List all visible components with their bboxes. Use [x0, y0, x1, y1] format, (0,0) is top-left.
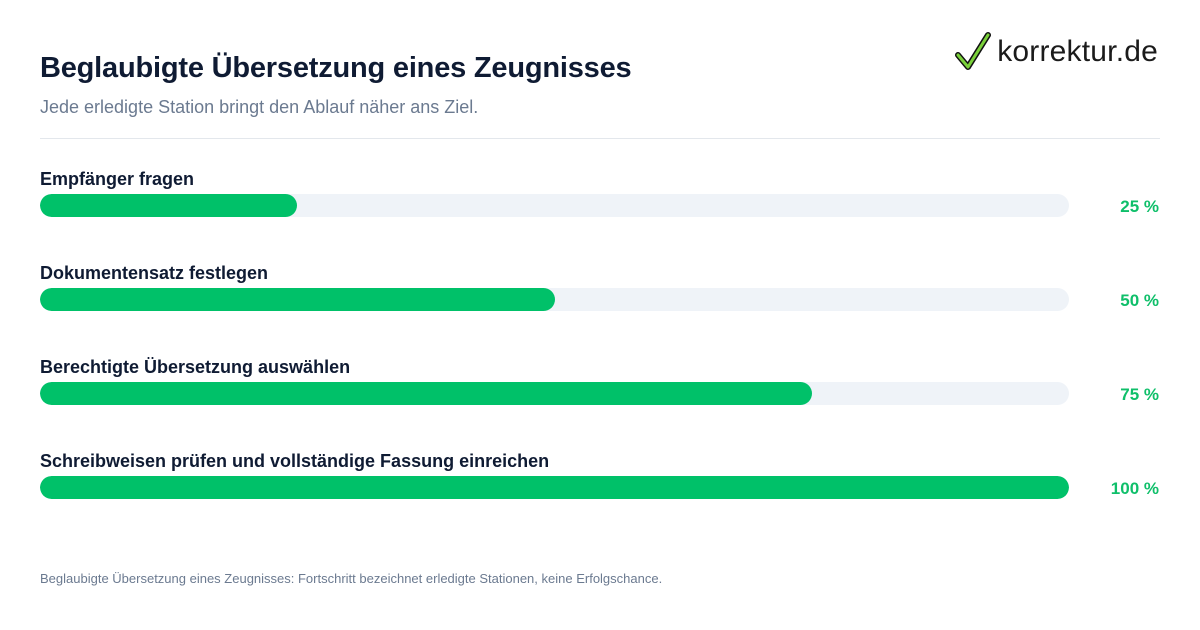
brand-name: korrektur.de — [997, 35, 1158, 68]
footnote: Beglaubigte Übersetzung eines Zeugnisses… — [40, 571, 663, 586]
progress-percent: 25 % — [1120, 197, 1159, 216]
step-list: Empfänger fragen 25 % Dokumentensatz fes… — [40, 168, 1160, 544]
progress-fill — [40, 382, 812, 405]
step-label: Schreibweisen prüfen und vollständige Fa… — [40, 451, 550, 471]
header-divider — [40, 138, 1160, 139]
step-item: Dokumentensatz festlegen 50 % — [40, 262, 1160, 356]
step-label: Berechtigte Übersetzung auswählen — [40, 357, 351, 377]
progress-fill — [40, 194, 298, 217]
step-item: Empfänger fragen 25 % — [40, 168, 1160, 262]
progress-fill — [40, 476, 1069, 499]
step-item: Berechtigte Übersetzung auswählen 75 % — [40, 356, 1160, 450]
brand-logo: korrektur.de — [955, 28, 1158, 76]
page-subtitle: Jede erledigte Station bringt den Ablauf… — [40, 97, 479, 117]
progress-track — [40, 382, 1069, 405]
progress-percent: 50 % — [1120, 291, 1159, 310]
checkmark-icon — [955, 32, 992, 70]
progress-track — [40, 476, 1069, 499]
progress-percent: 100 % — [1110, 479, 1159, 498]
progress-track — [40, 288, 1069, 311]
progress-fill — [40, 288, 555, 311]
progress-track — [40, 194, 1069, 217]
step-label: Dokumentensatz festlegen — [40, 263, 269, 283]
step-item: Schreibweisen prüfen und vollständige Fa… — [40, 450, 1160, 544]
page-title: Beglaubigte Übersetzung eines Zeugnisses — [40, 52, 632, 84]
step-label: Empfänger fragen — [40, 169, 195, 189]
progress-percent: 75 % — [1120, 385, 1159, 404]
